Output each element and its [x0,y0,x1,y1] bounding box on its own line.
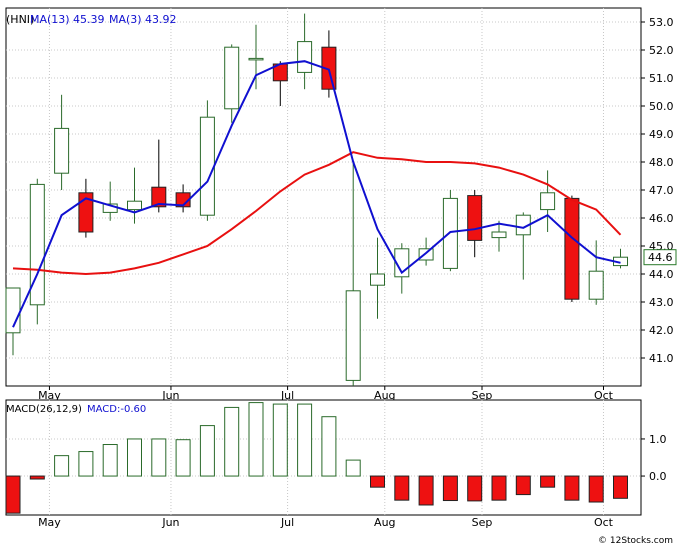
candle-body [224,46,240,110]
watermark: © 12Stocks.com [598,536,673,546]
price-tick-label: 48.0 [649,156,674,169]
price-tick-label: 51.0 [649,72,674,85]
price-month-label: Aug [374,389,395,402]
price-candles [5,13,628,386]
candle-body [588,270,604,300]
ticker-title: (HNI) [6,13,34,26]
macd-value: MACD:-0.60 [87,404,146,415]
macd-tick-label: 1.0 [649,433,667,446]
ma-fast-value: 45.39 [73,13,105,26]
macd-title: MACD(26,12,9) [6,404,82,415]
macd-bar [29,475,45,480]
ma-fast-label: MA(13) [30,13,70,26]
price-month-label: Jul [280,389,294,402]
price-month-label: Jun [161,389,179,402]
macd-bar [248,402,264,477]
macd-bar [588,475,604,503]
macd-bar [199,425,215,477]
candle-body [54,127,70,174]
ma-slow-label: MA(3) [109,13,142,26]
macd-month-label: Jun [161,516,179,529]
macd-x-axis: May Jun Jul Aug Sep Oct [38,516,614,529]
macd-bar [78,451,94,477]
macd-bar [491,475,507,501]
candle-body [491,231,507,239]
candle-body [297,41,313,73]
macd-bars [5,402,628,514]
candle-body [78,192,94,233]
candle-body [127,200,142,211]
last-price-label: 44.6 [648,251,673,264]
ma-fast-line [12,60,621,328]
candle-body [370,273,385,286]
macd-bar [272,403,288,477]
macd-bar [515,475,531,496]
macd-bar [370,475,385,488]
price-month-label: Oct [594,389,614,402]
price-tick-label: 53.0 [649,16,674,29]
macd-month-label: Jul [280,516,294,529]
ma-slow-value: 43.92 [145,13,177,26]
price-tick-label: 42.0 [649,324,674,337]
candle-body [199,116,215,216]
macd-month-label: Sep [472,516,493,529]
macd-bar [418,475,434,506]
price-x-axis: May Jun Jul Aug Sep Oct [38,386,614,402]
macd-bar [345,459,361,477]
macd-bar [321,416,337,477]
macd-bar [102,444,118,477]
candle-body [442,197,458,269]
price-panel: 41.042.043.044.045.046.047.048.049.050.0… [5,7,677,402]
price-tick-label: 46.0 [649,212,674,225]
macd-bar [151,438,167,477]
candle-body [151,186,167,208]
last-price-badge: 44.6 [643,249,677,266]
macd-bar [467,475,483,502]
ma-slow-line [12,151,622,276]
price-grid [6,8,641,386]
price-legend: (HNI) MA(13) 45.39 MA(3) 43.92 [6,13,177,26]
price-tick-label: 41.0 [649,352,674,365]
moving-averages [12,60,622,328]
macd-bar [175,439,191,477]
macd-bar [564,475,580,501]
macd-month-label: Aug [374,516,395,529]
macd-month-label: May [38,516,61,529]
price-tick-label: 43.0 [649,296,674,309]
macd-y-axis: 1.0 0.0 [641,433,667,483]
macd-tick-label: 0.0 [649,470,667,483]
macd-bar [54,455,70,477]
price-month-label: May [38,389,61,402]
macd-bar [442,475,458,502]
price-tick-label: 50.0 [649,100,674,113]
price-tick-label: 49.0 [649,128,674,141]
candle-body [540,192,556,211]
price-tick-label: 47.0 [649,184,674,197]
macd-bar [297,403,313,477]
candle-body [248,57,264,61]
macd-month-label: Oct [594,516,614,529]
candle-body [418,248,434,261]
price-tick-label: 44.0 [649,268,674,281]
candle-body [345,290,361,381]
macd-bar [5,475,21,514]
macd-bar [127,438,142,477]
macd-bar [540,475,556,488]
macd-panel: 1.00.0 May Jun Jul Aug Sep Oct MACD(26,12,9) … [5,399,667,529]
macd-bar [613,475,628,499]
price-tick-label: 52.0 [649,44,674,57]
macd-bar [224,406,240,477]
last-price-box [643,249,677,266]
candle-body [467,195,483,241]
price-y-axis: 41.042.043.044.045.046.047.048.049.050.0… [641,16,674,365]
macd-bar [394,475,410,501]
candle-body [564,197,580,300]
candle-body [29,183,45,306]
price-month-label: Sep [472,389,493,402]
